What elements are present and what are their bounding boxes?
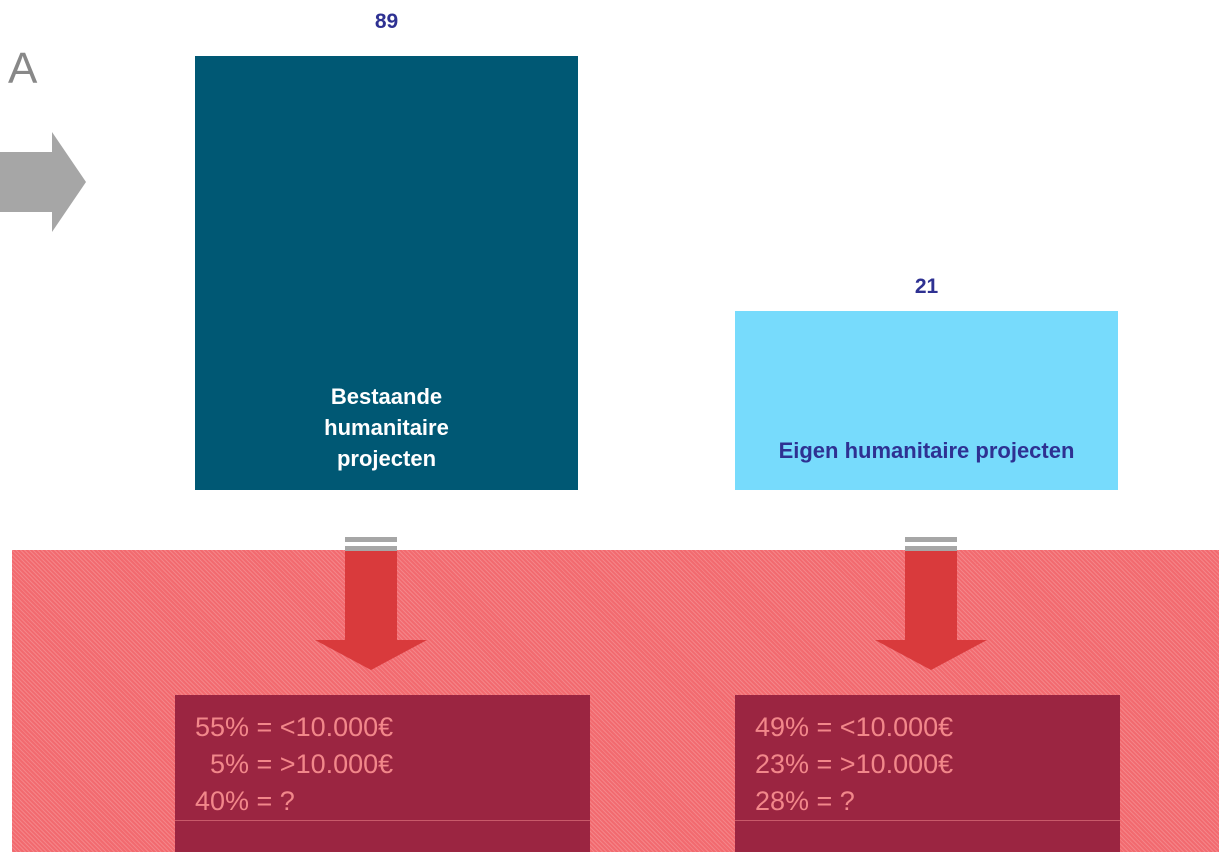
value: 21 [914,275,939,298]
breakdown-line: 40% = ? [195,786,295,816]
breakdown-box: 55% = <10.000€ 5% = >10.000€ 40% = ? [175,695,590,852]
breakdown-line: 55% = <10.000€ [195,712,394,742]
breakdown-line: 5% = >10.000€ [195,749,394,779]
breakdown-box: 49% = <10.000€ 23% = >10.000€ 28% = ? [735,695,1120,852]
value: 89 [374,10,399,33]
block: Eigen humanitaire projecten [735,311,1118,490]
breakdown-line: 28% = ? [755,786,855,816]
arrow-right [0,132,86,232]
arrows-down [315,537,987,670]
breakdown-line: 49% = <10.000€ [755,712,954,742]
block: Bestaande humanitaire projecten [195,56,578,490]
breakdown-line: 23% = >10.000€ [755,749,954,779]
marker: A [8,44,38,93]
block-label: Eigen humanitaire projecten [778,438,1075,463]
block-label: Bestaande humanitaire projecten [324,384,449,471]
